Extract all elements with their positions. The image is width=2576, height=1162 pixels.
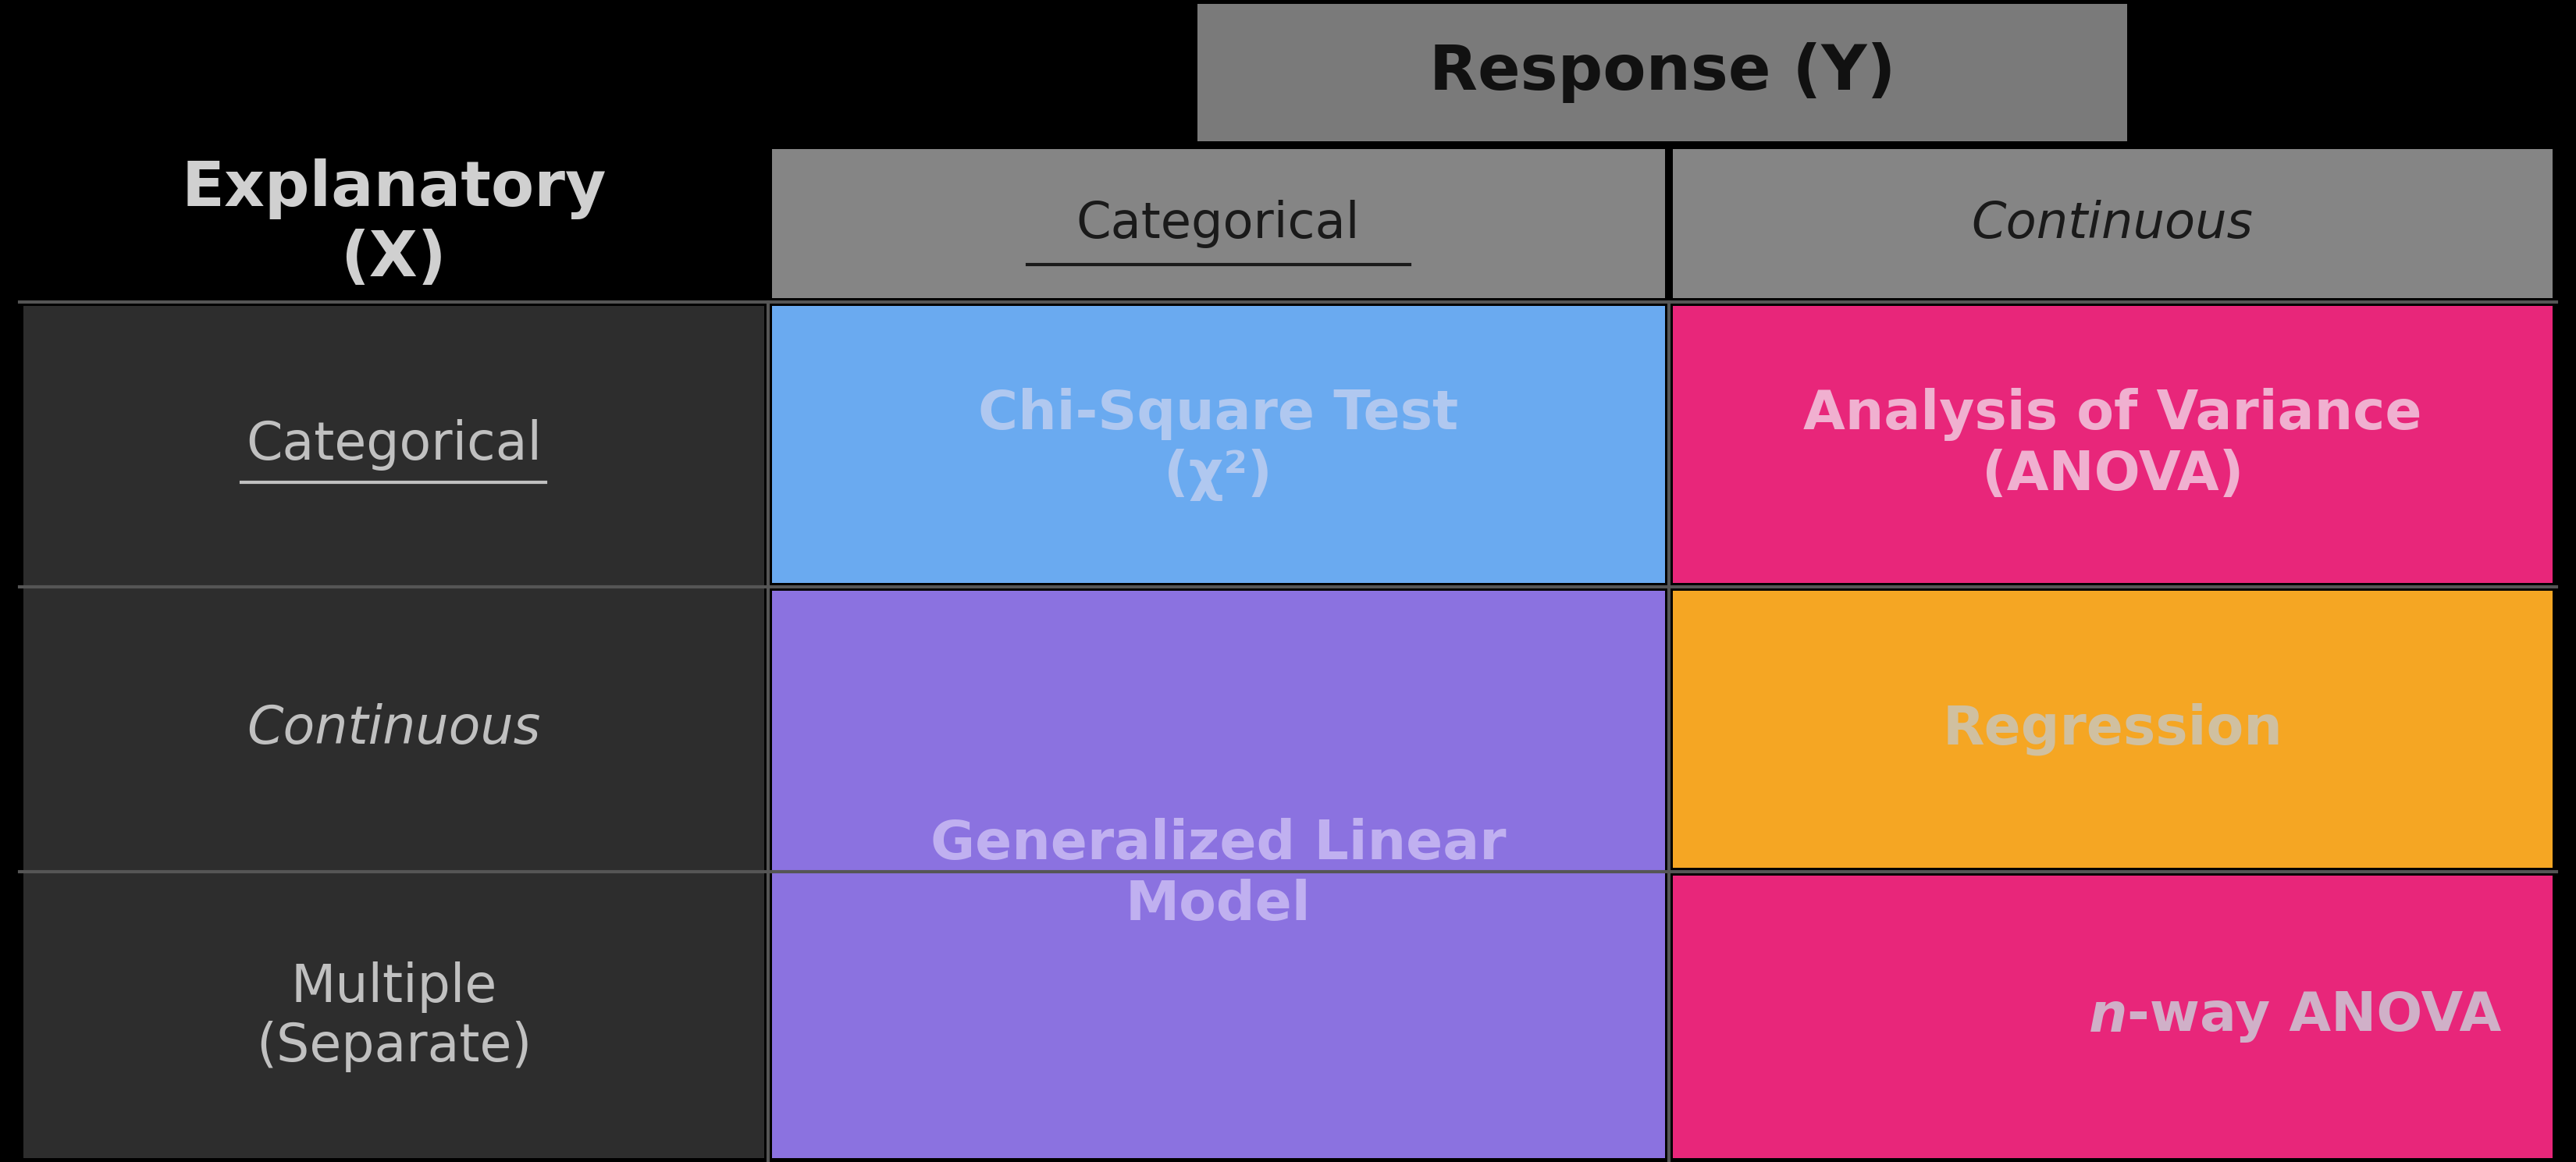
Text: Categorical: Categorical [245,418,541,471]
Bar [1198,3,2128,142]
Text: n: n [2089,991,2128,1042]
Bar [1672,875,2553,1159]
Bar [23,306,765,1159]
Text: Continuous: Continuous [247,703,541,755]
Text: Explanatory
(X): Explanatory (X) [180,158,605,289]
Text: Multiple
(Separate): Multiple (Separate) [255,961,531,1073]
Text: Generalized Linear
Model: Generalized Linear Model [930,818,1507,931]
Text: Categorical: Categorical [1077,200,1360,248]
Bar [773,590,1664,1159]
Bar [773,149,1664,299]
Text: Continuous: Continuous [1971,200,2254,248]
Text: Response (Y): Response (Y) [1430,42,1896,103]
Bar [773,306,1664,583]
Bar [1672,306,2553,583]
Text: Analysis of Variance
(ANOVA): Analysis of Variance (ANOVA) [1803,388,2421,501]
Bar [1672,590,2553,868]
Bar [1672,149,2553,299]
Text: Regression: Regression [1942,703,2282,755]
Text: -way ANOVA: -way ANOVA [2128,991,2501,1042]
Text: Chi-Square Test
(χ²): Chi-Square Test (χ²) [979,388,1458,501]
